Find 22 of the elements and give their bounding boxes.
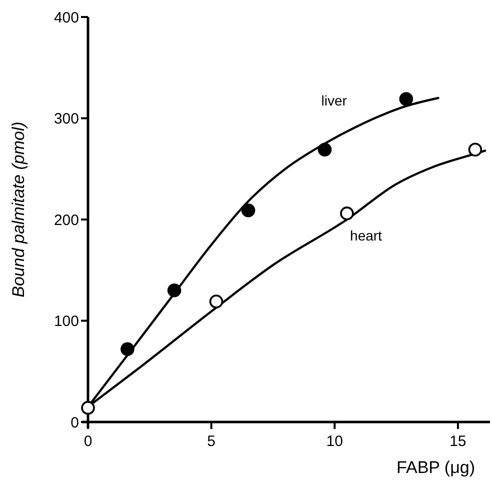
point [340,206,354,220]
point [468,142,482,157]
series-label: liver [321,92,348,109]
series-label: heart [350,227,382,244]
point [81,400,95,415]
y-tick-label: 0 [70,414,79,432]
point [241,203,256,218]
x-tick-label: 15 [450,433,466,450]
point [209,294,224,308]
point [399,92,414,106]
point [318,142,332,157]
point [120,342,134,356]
x-tick-label: 5 [207,433,216,450]
x-axis-title: FABP (μg) [396,458,475,477]
y-tick-label: 400 [54,9,79,26]
y-tick-label: 300 [54,110,79,128]
y-tick-label: 100 [54,313,79,330]
y-axis-title: Bound palmitate (pmol) [9,122,28,298]
x-tick-label: 10 [326,433,343,450]
x-tick-label: 0 [84,433,92,450]
point [167,283,182,298]
y-tick-label: 200 [54,212,79,229]
